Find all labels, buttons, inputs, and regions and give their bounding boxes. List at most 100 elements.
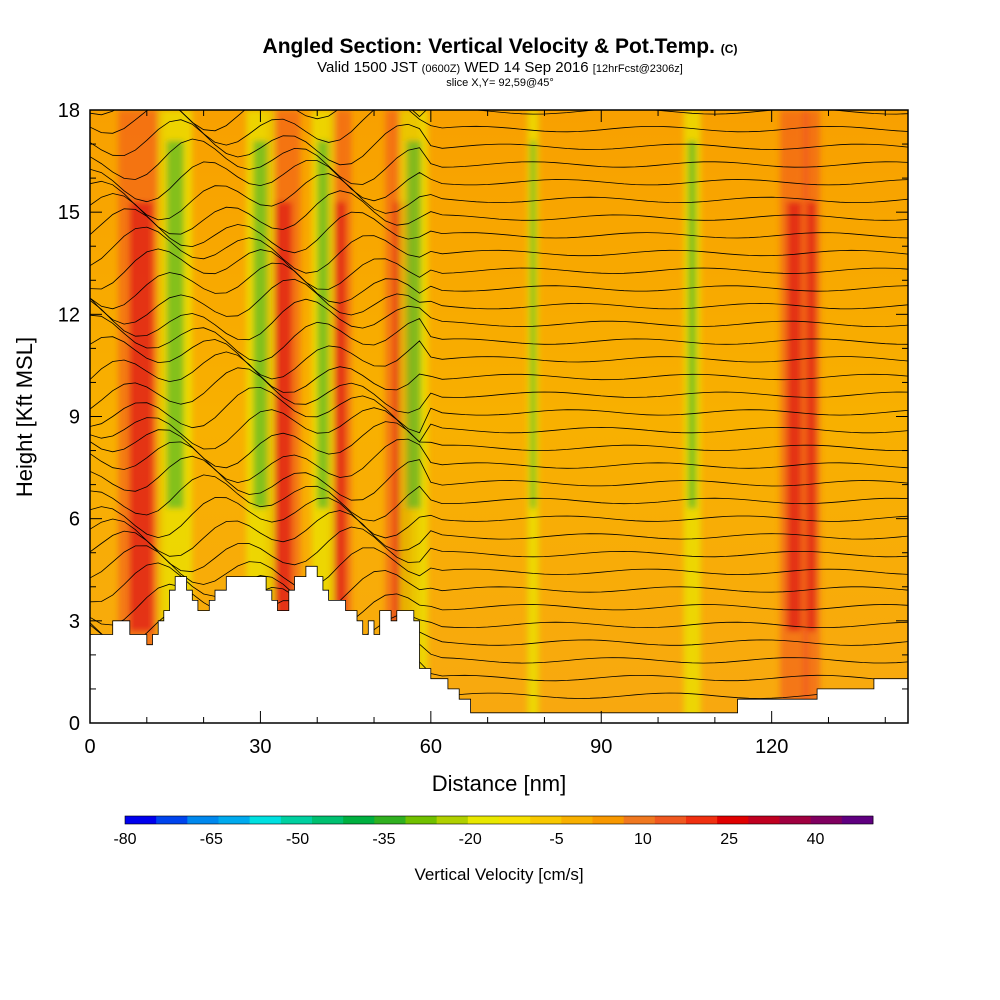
theta-contour (90, 160, 908, 203)
chart-title-unit: (C) (720, 42, 738, 56)
theta-contour (90, 497, 908, 539)
colorbar-label: -50 (286, 831, 309, 848)
y-tick-label: 6 (69, 509, 80, 531)
colorbar-swatch (125, 816, 157, 824)
colorbar-swatch (187, 816, 219, 824)
colorbar-label: -35 (372, 831, 395, 848)
colorbar: -80 -65 -50 -35 -20 -5 10 25 40 (113, 815, 874, 848)
downdraft-core (166, 140, 184, 509)
theta-contour (90, 526, 908, 573)
downdraft-core (406, 140, 421, 509)
theta-contour (90, 262, 908, 310)
colorbar-swatch (499, 816, 531, 824)
colorbar-swatch (686, 816, 718, 824)
downdraft-core (530, 140, 536, 509)
theta-contour (90, 474, 908, 522)
colorbar-swatch (436, 816, 469, 824)
y-tick-label: 12 (58, 304, 80, 326)
downdraft-core (253, 140, 268, 509)
colorbar-frame (124, 815, 874, 825)
colorbar-swatch (779, 816, 812, 824)
colorbar-swatch (748, 816, 780, 824)
forecast-info: [12hrFcst@2306z] (592, 63, 683, 75)
colorbar-swatch (405, 816, 438, 824)
x-tick-label: 60 (420, 736, 442, 758)
theta-contour (90, 386, 908, 434)
chart-title-text: Angled Section: Vertical Velocity & Pot.… (262, 35, 715, 58)
colorbar-title: Vertical Velocity [cm/s] (414, 865, 583, 884)
theta-contour (90, 248, 908, 290)
colorbar-swatch (717, 816, 749, 824)
theta-contour (90, 226, 908, 274)
theta-contour (90, 298, 908, 341)
theta-contour (90, 510, 908, 557)
x-tick-label: 30 (249, 736, 271, 758)
colorbar-swatch (654, 816, 687, 824)
chart-subtitle: Valid 1500 JST (0600Z) WED 14 Sep 2016 [… (0, 60, 1000, 77)
theta-contour (90, 336, 908, 380)
colorbar-swatch (280, 816, 313, 824)
updraft-core (334, 201, 346, 632)
y-axis: 0 3 6 9 12 15 18 (58, 100, 908, 735)
x-tick-label: 90 (590, 736, 612, 758)
colorbar-swatch (841, 816, 874, 824)
theta-contour (90, 351, 908, 393)
x-axis-title: Distance [nm] (432, 771, 567, 796)
theta-contour (90, 119, 908, 166)
theta-contour (90, 407, 908, 450)
theta-contour (90, 545, 908, 589)
x-tick-label: 0 (84, 736, 95, 758)
theta-contour (90, 190, 908, 235)
colorbar-swatch (249, 816, 282, 824)
updraft-core (787, 201, 802, 632)
colorbar-swatch (561, 816, 593, 824)
colorbar-swatch (218, 816, 251, 824)
colorbar-swatch (530, 816, 562, 824)
theta-contour (90, 208, 908, 254)
theta-contour (90, 421, 908, 469)
x-tick-label: 120 (755, 736, 788, 758)
colorbar-swatch (467, 816, 500, 824)
colorbar-swatch (810, 816, 843, 824)
colorbar-label: -80 (113, 831, 136, 848)
theta-contour (90, 314, 908, 362)
title-block: Angled Section: Vertical Velocity & Pot.… (0, 36, 1000, 90)
updraft-core (129, 201, 153, 632)
valid-date: WED 14 Sep 2016 (464, 59, 589, 76)
theta-contour (90, 367, 908, 414)
valid-prefix: Valid 1500 JST (317, 59, 418, 76)
y-tick-label: 3 (69, 611, 80, 633)
slice-info: slice X,Y= 92,59@45° (446, 77, 554, 89)
colorbar-label: 25 (720, 831, 738, 848)
theta-contour (90, 455, 908, 501)
colorbar-label: -65 (200, 831, 223, 848)
colorbar-swatch (156, 816, 188, 824)
updraft-core (807, 201, 816, 632)
theta-contour (90, 173, 908, 221)
colorbar-swatch (623, 816, 656, 824)
x-axis: 0 30 60 90 120 (84, 110, 886, 758)
y-tick-label: 9 (69, 407, 80, 429)
downdraft-core (317, 140, 329, 509)
y-axis-title: Height [Kft MSL] (12, 337, 37, 497)
valid-utc: (0600Z) (421, 63, 461, 75)
colorbar-label: -20 (459, 831, 482, 848)
terrain (90, 565, 908, 723)
y-tick-label: 18 (58, 100, 80, 122)
colorbar-label: -5 (549, 831, 563, 848)
colorbar-swatch (343, 816, 375, 824)
updraft-core (274, 201, 292, 632)
y-tick-label: 0 (69, 713, 80, 735)
colorbar-label: 10 (634, 831, 652, 848)
colorbar-label: 40 (807, 831, 825, 848)
theta-contour (90, 110, 908, 146)
chart-title: Angled Section: Vertical Velocity & Pot.… (0, 36, 1000, 60)
colorbar-swatch (592, 816, 625, 824)
theta-contour (90, 138, 908, 185)
theta-contour (90, 278, 908, 325)
plot-area (90, 110, 908, 723)
theta-contour (90, 438, 908, 484)
downdraft-core (687, 140, 697, 509)
colorbar-swatch (374, 816, 406, 824)
